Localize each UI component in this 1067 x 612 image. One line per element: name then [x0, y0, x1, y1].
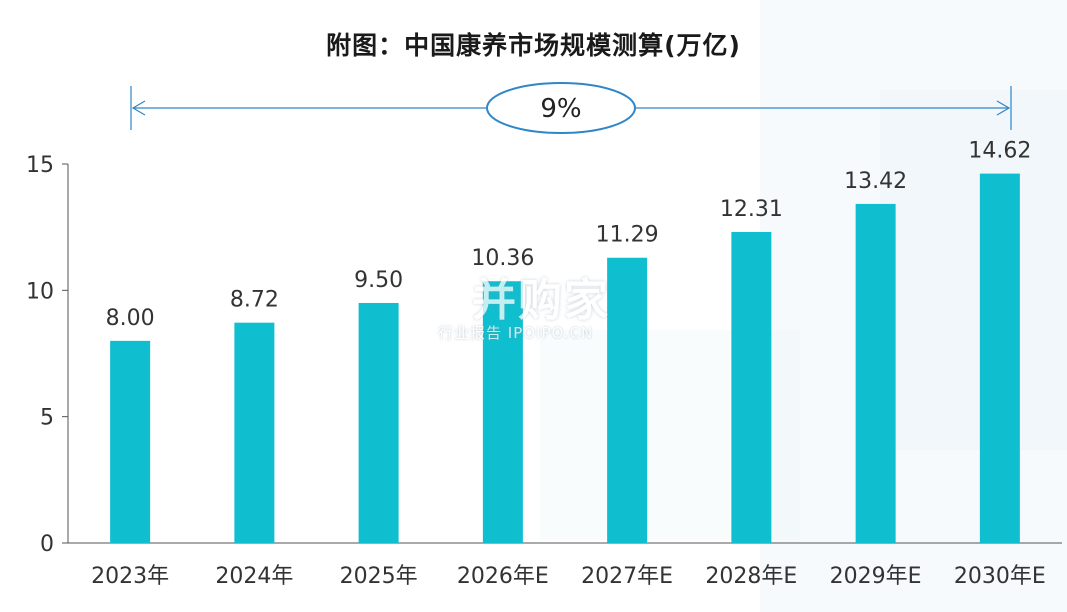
x-tick-label: 2028年E [705, 564, 797, 589]
data-label: 11.29 [596, 223, 659, 248]
x-tick-label: 2027年E [581, 564, 673, 589]
chart-title: 附图：中国康养市场规模测算(万亿) [326, 31, 741, 60]
bar [979, 173, 1020, 544]
y-tick-label: 0 [40, 532, 54, 557]
x-tick-label: 2026年E [457, 564, 549, 589]
bar [731, 231, 772, 543]
x-tick-label: 2024年 [215, 564, 293, 589]
data-label: 9.50 [354, 268, 403, 293]
annotation-ellipse [486, 82, 636, 134]
x-tick-label: 2025年 [340, 564, 418, 589]
background-panel [880, 90, 1067, 450]
x-tick-label: 2029年E [830, 564, 922, 589]
data-label: 13.42 [844, 169, 907, 194]
bar [358, 302, 399, 543]
bar [855, 203, 896, 543]
data-label: 8.72 [230, 288, 279, 313]
data-label: 10.36 [471, 246, 534, 271]
y-tick-label: 5 [40, 406, 54, 431]
bar [607, 257, 648, 543]
bar [482, 281, 523, 543]
bar [234, 322, 275, 543]
annotation-arrowhead-right [996, 100, 1011, 116]
y-tick-label: 10 [26, 279, 54, 304]
data-label: 12.31 [720, 197, 783, 222]
x-tick-label: 2023年 [91, 564, 169, 589]
annotation-arrowhead-left [131, 100, 146, 116]
bar [110, 340, 151, 543]
x-tick-label: 2030年E [954, 564, 1046, 589]
y-tick-label: 15 [26, 153, 54, 178]
data-label: 8.00 [106, 306, 155, 331]
annotation-label: 9% [540, 94, 581, 124]
data-label: 14.62 [968, 139, 1031, 164]
